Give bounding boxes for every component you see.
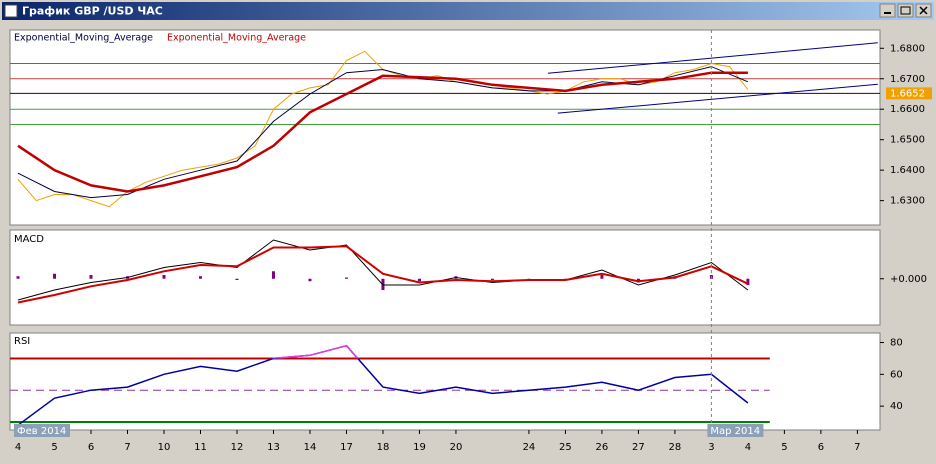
histogram-bar <box>198 276 202 279</box>
histogram-bar <box>344 277 348 279</box>
title-bar <box>2 2 934 20</box>
histogram-bar <box>235 278 239 280</box>
x-tick-label: 11 <box>194 442 207 453</box>
minimize-button[interactable] <box>879 3 896 18</box>
x-tick-label: 17 <box>340 442 353 453</box>
x-tick-label: 12 <box>231 442 244 453</box>
period-box <box>14 424 71 437</box>
histogram-bar <box>746 278 750 285</box>
price-panel <box>9 29 881 226</box>
x-tick-label: 6 <box>818 442 824 453</box>
histogram-bar <box>308 278 312 282</box>
series-line <box>17 245 749 304</box>
x-tick-label: 4 <box>745 442 751 453</box>
x-tick-label: 5 <box>51 442 57 453</box>
histogram-bar <box>162 275 166 279</box>
y-tick-label: 1.6300 <box>890 196 925 207</box>
x-tick-label: 7 <box>854 442 860 453</box>
y-tick-label: 1.6500 <box>890 135 925 146</box>
histogram-bar <box>600 275 604 279</box>
x-tick-label: 26 <box>596 442 609 453</box>
last-price-box <box>886 87 932 100</box>
maximize-button[interactable] <box>897 3 914 18</box>
x-tick-label: 6 <box>88 442 94 453</box>
x-tick-label: 14 <box>304 442 317 453</box>
y-tick-label: 1.6600 <box>890 104 925 115</box>
x-tick-label: 28 <box>669 442 682 453</box>
y-tick-label: 1.6700 <box>890 74 925 85</box>
y-tick-label: 80 <box>890 338 903 349</box>
period-label: Фев 2014 <box>17 426 66 437</box>
x-tick-label: 7 <box>124 442 130 453</box>
window-buttons <box>879 3 932 18</box>
y-tick-label: 1.6800 <box>890 43 925 54</box>
histogram-bar <box>89 275 93 279</box>
x-tick-label: 24 <box>523 442 536 453</box>
x-tick-label: 4 <box>15 442 21 453</box>
macd-title: MACD <box>14 234 44 245</box>
close-glyph <box>919 6 928 15</box>
period-box <box>707 424 764 437</box>
series-line <box>17 344 749 426</box>
rsi-title: RSI <box>14 336 30 347</box>
maximize-glyph <box>900 6 911 15</box>
histogram-bar <box>16 276 20 279</box>
x-tick-label: 5 <box>781 442 787 453</box>
legend-entry: Exponential_Moving_Average <box>14 33 153 44</box>
legend-entry: Exponential_Moving_Average <box>167 33 306 44</box>
histogram-bar <box>417 278 421 282</box>
y-tick-label: +0.000 <box>890 274 927 285</box>
x-tick-label: 18 <box>377 442 390 453</box>
series-line <box>17 239 749 301</box>
window-title: График GBP /USD ЧАС <box>22 5 163 18</box>
y-tick-label: 1.6400 <box>890 165 925 176</box>
x-tick-label: 19 <box>413 442 426 453</box>
x-tick-label: 10 <box>158 442 171 453</box>
series-line <box>17 71 748 193</box>
x-tick-label: 3 <box>708 442 714 453</box>
histogram-bar <box>490 278 494 280</box>
last-price-label: 1.6652 <box>890 88 925 99</box>
histogram-bar <box>271 271 275 279</box>
y-tick-label: 60 <box>890 369 903 380</box>
x-tick-label: 25 <box>559 442 572 453</box>
rsi-panel <box>9 332 881 431</box>
period-label: Мар 2014 <box>710 426 760 437</box>
x-tick-label: 20 <box>450 442 463 453</box>
channel-line <box>547 42 878 74</box>
x-tick-label: 27 <box>632 442 645 453</box>
x-tick-label: 13 <box>267 442 280 453</box>
histogram-bar <box>53 273 57 279</box>
window-icon <box>4 4 18 18</box>
channel-line <box>557 83 878 114</box>
y-tick-label: 40 <box>890 401 903 412</box>
